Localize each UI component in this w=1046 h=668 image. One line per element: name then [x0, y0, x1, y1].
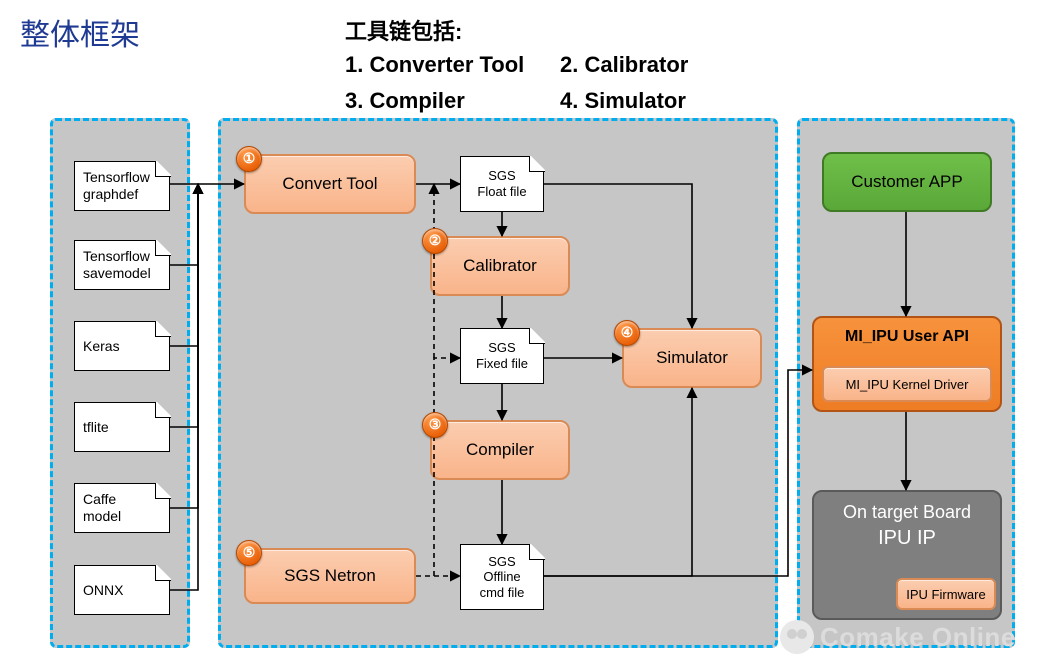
node-compiler: Compiler: [430, 420, 570, 480]
watermark: Comake Online: [780, 620, 1016, 654]
target-board-title: On target Board: [843, 502, 971, 523]
file-label-line: tflite: [83, 419, 109, 436]
badge-4: ④: [614, 320, 640, 346]
badge-2: ②: [422, 228, 448, 254]
badge-1: ①: [236, 146, 262, 172]
input-file-tf-graphdef: Tensorflowgraphdef: [74, 161, 170, 211]
node-label: IPU Firmware: [906, 587, 985, 602]
file-label-line: Float file: [477, 184, 526, 200]
file-label-line: SGS: [488, 340, 515, 356]
node-label: MI_IPU Kernel Driver: [846, 377, 969, 392]
node-label: Customer APP: [851, 172, 963, 192]
input-file-caffe: Caffemodel: [74, 483, 170, 533]
node-calibrator: Calibrator: [430, 236, 570, 296]
file-label-line: SGS: [488, 554, 515, 570]
file-label-line: Tensorflow: [83, 248, 150, 265]
page-title: 整体框架: [20, 10, 140, 54]
node-label: Simulator: [656, 348, 728, 368]
file-label-line: savemodel: [83, 265, 151, 282]
node-label: Calibrator: [463, 256, 537, 276]
input-file-tflite: tflite: [74, 402, 170, 452]
node-label: Convert Tool: [282, 174, 377, 194]
toollist-item-4: 4. Simulator: [560, 88, 686, 114]
toollist-item-1: 1. Converter Tool: [345, 52, 524, 78]
file-label-line: Tensorflow: [83, 169, 150, 186]
node-mi-ipu-kernel-driver: MI_IPU Kernel Driver: [822, 366, 992, 402]
node-customer-app: Customer APP: [822, 152, 992, 212]
file-label-line: cmd file: [480, 585, 525, 601]
node-ipu-firmware: IPU Firmware: [896, 578, 996, 610]
node-label: Compiler: [466, 440, 534, 460]
input-file-keras: Keras: [74, 321, 170, 371]
file-label-line: model: [83, 508, 121, 525]
node-convert-tool: Convert Tool: [244, 154, 416, 214]
input-file-onnx: ONNX: [74, 565, 170, 615]
file-label-line: SGS: [488, 168, 515, 184]
artifact-file-offline: SGSOfflinecmd file: [460, 544, 544, 610]
node-simulator: Simulator: [622, 328, 762, 388]
node-label: SGS Netron: [284, 566, 376, 586]
toollist-heading: 工具链包括:: [345, 14, 462, 46]
target-board-sub: IPU IP: [878, 527, 936, 550]
file-label-line: Keras: [83, 338, 120, 355]
badge-5: ⑤: [236, 540, 262, 566]
input-file-tf-savemodel: Tensorflowsavemodel: [74, 240, 170, 290]
watermark-text: Comake Online: [820, 622, 1016, 653]
file-label-line: Caffe: [83, 491, 116, 508]
badge-3: ③: [422, 412, 448, 438]
toollist-item-3: 3. Compiler: [345, 88, 465, 114]
artifact-file-float: SGSFloat file: [460, 156, 544, 212]
node-label: MI_IPU User API: [845, 328, 969, 346]
file-label-line: graphdef: [83, 186, 138, 203]
file-label-line: Fixed file: [476, 356, 528, 372]
file-label-line: Offline: [483, 569, 520, 585]
toollist-item-2: 2. Calibrator: [560, 52, 688, 78]
file-label-line: ONNX: [83, 582, 123, 599]
node-sgs-netron: SGS Netron: [244, 548, 416, 604]
watermark-logo-icon: [780, 620, 814, 654]
artifact-file-fixed: SGSFixed file: [460, 328, 544, 384]
